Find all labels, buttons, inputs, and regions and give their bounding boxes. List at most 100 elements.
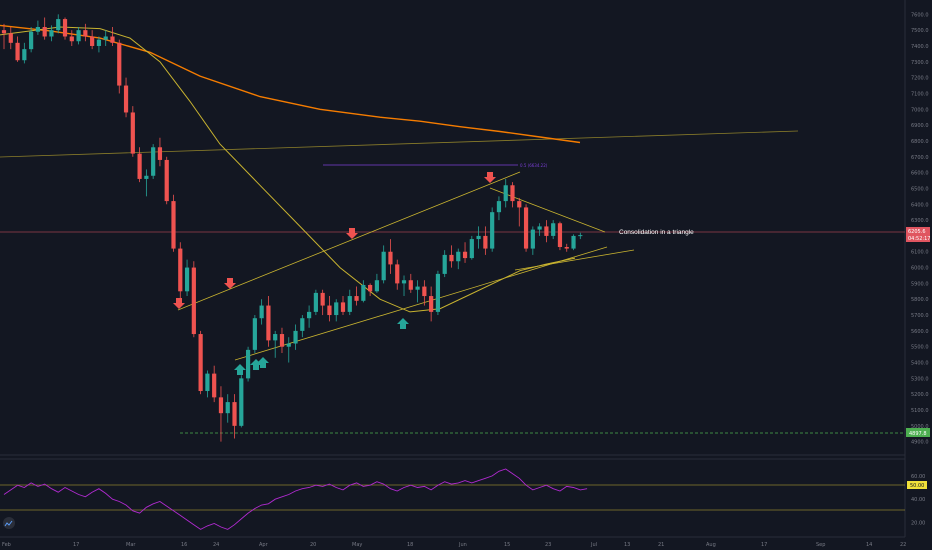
time-tick-label: 21 (658, 542, 664, 548)
triangle-upper-trendline-2[interactable] (489, 187, 606, 233)
candle-body (381, 251, 386, 281)
candle-body (544, 226, 549, 236)
candle-body (442, 254, 447, 274)
candle-body (151, 147, 156, 176)
candle-body (266, 305, 271, 341)
time-tick-label: 13 (624, 542, 630, 548)
candle-body (15, 42, 20, 61)
triangle-upper-trendline[interactable] (177, 171, 521, 311)
candle-body (429, 296, 434, 312)
arrow-up-icon (257, 357, 269, 368)
candle-body (90, 36, 95, 46)
candle-body (578, 235, 583, 237)
arrow-down-icon (173, 298, 185, 309)
price-tick-label: 7500.0 (911, 28, 929, 34)
price-tick-label: 5800.0 (911, 297, 929, 303)
candle-body (171, 201, 176, 249)
candle-body (191, 267, 196, 335)
candle-body (517, 201, 522, 208)
price-axis[interactable]: 7600.0 7500.0 7400.0 7300.0 7200.0 7100.0 7000… (911, 12, 929, 445)
candle-body (551, 223, 556, 236)
price-tick-label: 5700.0 (911, 313, 929, 319)
triangle-lower-trendline-2[interactable] (514, 249, 635, 271)
candle-body (273, 334, 278, 341)
candle-body (496, 201, 502, 213)
signal-arrows (173, 172, 496, 375)
arrow-up-icon (234, 364, 246, 375)
price-tick-label: 5900.0 (911, 281, 929, 287)
candle-body (368, 284, 373, 292)
time-tick-label: Aug (706, 542, 716, 548)
candle-body (571, 235, 576, 249)
price-tick-label: 5200.0 (911, 392, 929, 398)
time-axis[interactable]: Feb 17 Mar 16 24 Apr 20 May 18 Jun 15 23 Jul 13 21 Aug 1… (2, 542, 906, 548)
price-tick-label: 6600.0 (911, 171, 929, 177)
candle-body (415, 286, 420, 290)
arrow-up-icon (250, 359, 262, 370)
time-tick-label: Mar (126, 542, 136, 548)
candle-body (320, 292, 325, 306)
rsi-value-label: 50.00 (910, 483, 924, 489)
candle-body (557, 223, 563, 247)
rsi-tick-label: 60.00 (911, 474, 925, 480)
candle-body (469, 239, 474, 259)
candle-body (449, 254, 454, 262)
candle-body (144, 175, 149, 179)
time-tick-label: Jul (590, 542, 597, 548)
candle-body (537, 226, 542, 230)
price-tick-label: 6800.0 (911, 139, 929, 145)
candle-body (422, 286, 427, 297)
candle-body (490, 212, 495, 249)
time-tick-label: 17 (73, 542, 79, 548)
rsi-axis[interactable]: 60.00 40.00 20.00 (911, 474, 925, 526)
price-tick-label: 6900.0 (911, 123, 929, 129)
arrow-down-icon (346, 228, 358, 239)
time-tick-label: Feb (2, 542, 11, 548)
fib-level-label: 0.5 (6634.22) (520, 163, 548, 168)
candle-body (334, 302, 339, 316)
candle-body (340, 302, 346, 312)
candle-body (307, 311, 312, 319)
price-tick-label: 5400.0 (911, 361, 929, 367)
price-tick-label: 7300.0 (911, 60, 929, 66)
candle-body (29, 31, 34, 50)
candle-body (408, 280, 413, 290)
candle-body (178, 248, 183, 292)
time-tick-label: 14 (866, 542, 872, 548)
candle-body (327, 305, 332, 316)
countdown-label: 04:52:17 (908, 236, 930, 242)
support-price-label: 4897.8 (909, 431, 927, 437)
price-tick-label: 7200.0 (911, 76, 929, 82)
price-tick-label: 6100.0 (911, 250, 929, 256)
candle-body (130, 112, 135, 154)
candle-body (388, 251, 393, 265)
candle-body (462, 251, 468, 259)
price-tick-label: 7000.0 (911, 107, 929, 113)
time-tick-label: Jun (458, 542, 467, 548)
price-tick-label: 5300.0 (911, 376, 929, 382)
arrow-up-icon (397, 318, 409, 329)
candle-body (69, 36, 74, 42)
candle-body (76, 30, 81, 42)
candle-body (205, 373, 210, 392)
tradingview-logo[interactable] (3, 517, 15, 529)
candle-body (157, 147, 163, 160)
candle-body (225, 402, 230, 414)
price-tick-label: 4900.0 (911, 440, 929, 446)
candle-body (123, 85, 129, 113)
time-tick-label: May (352, 542, 362, 548)
price-tick-label: 6400.0 (911, 202, 929, 208)
candle-body (96, 39, 102, 46)
arrow-down-icon (224, 278, 236, 289)
price-tick-label: 7400.0 (911, 44, 929, 50)
price-tick-label: 6300.0 (911, 218, 929, 224)
annotation-text[interactable]: Consolidation in a triangle (619, 229, 694, 236)
candle-body (279, 334, 285, 347)
price-tick-label: 6000.0 (911, 266, 929, 272)
time-tick-label: 16 (181, 542, 187, 548)
time-tick-label: 17 (761, 542, 767, 548)
rsi-value-badge (907, 481, 927, 489)
candlestick-series (1, 14, 583, 442)
